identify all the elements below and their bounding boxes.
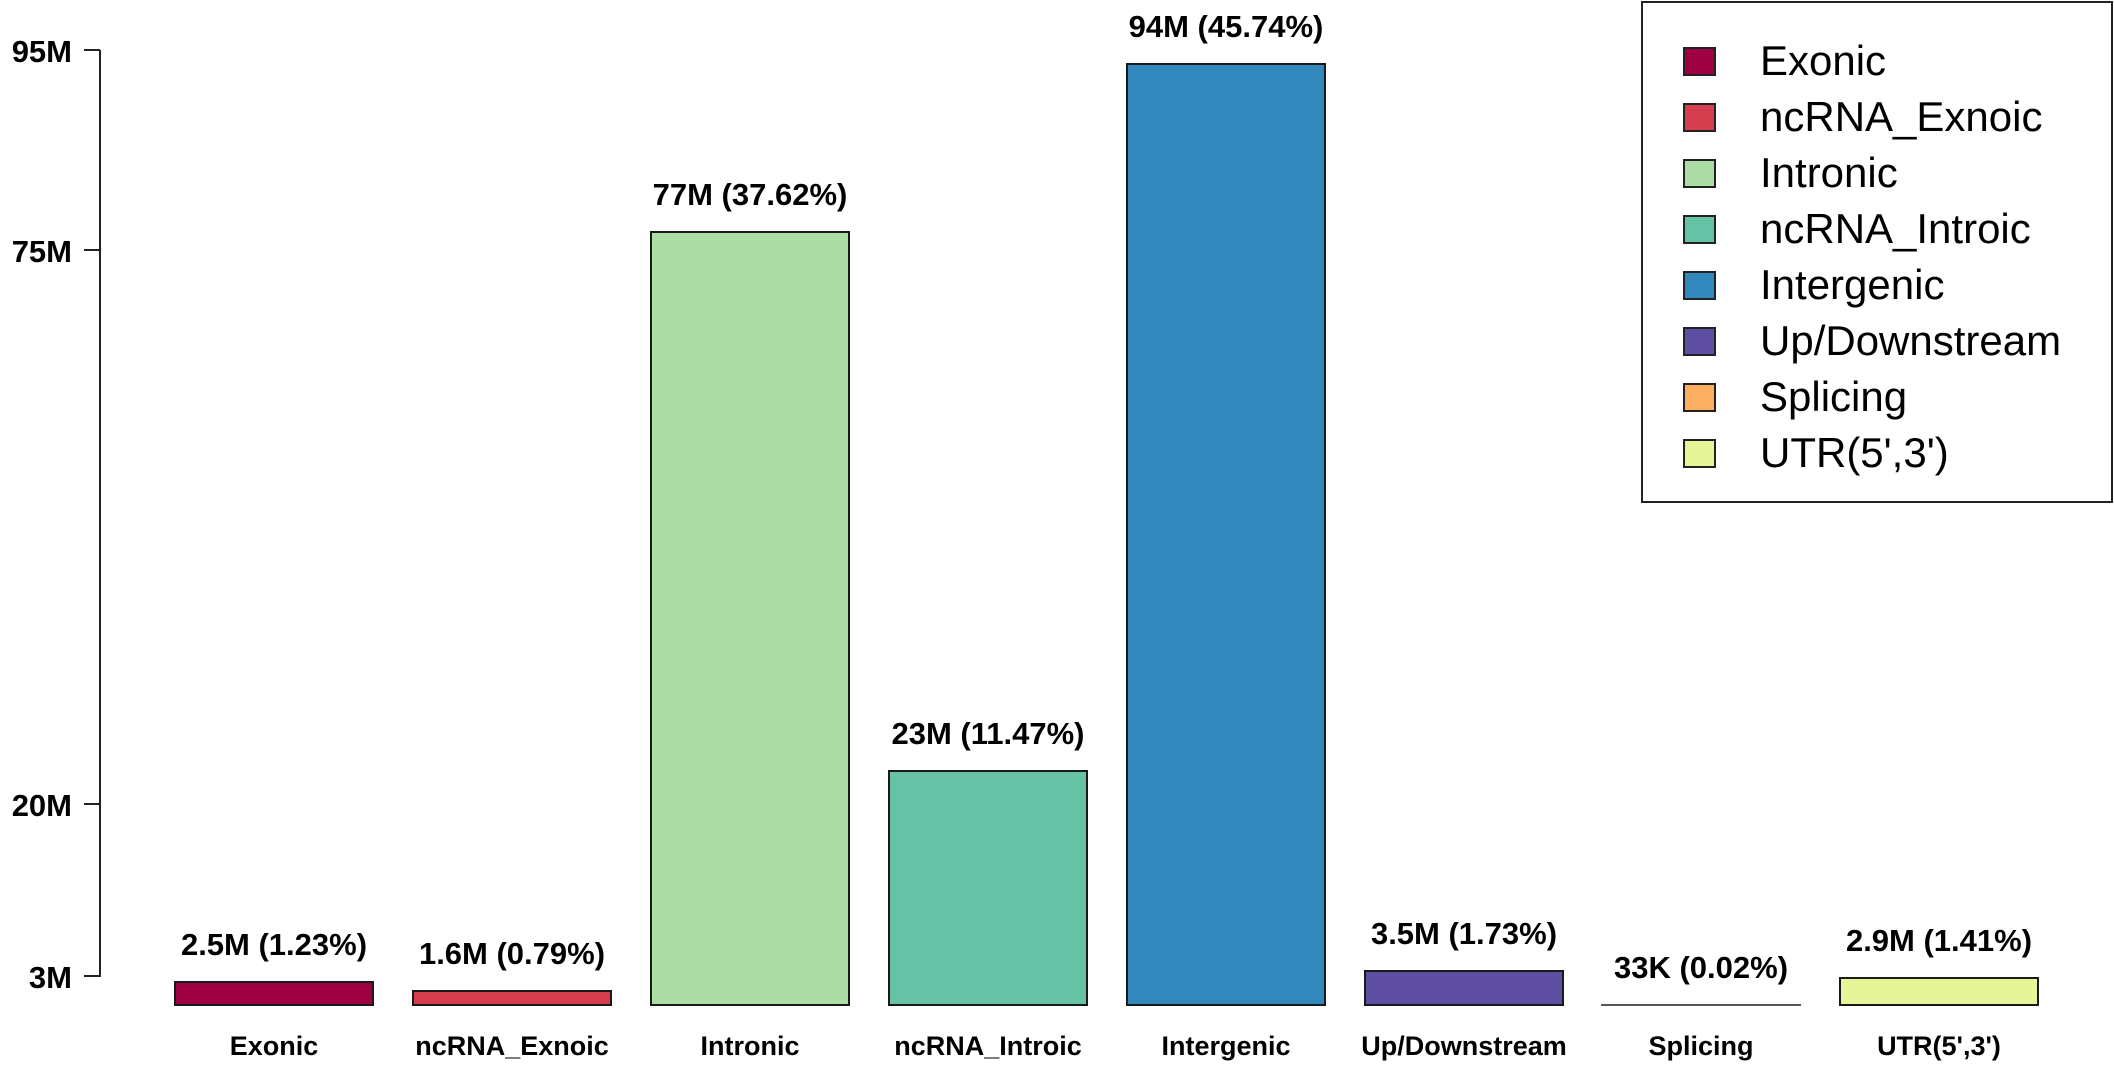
- x-tick-label: UTR(5',3'): [1877, 1031, 2001, 1061]
- bar-value-label: 1.6M (0.79%): [418, 936, 606, 971]
- legend-label: Up/Downstream: [1760, 317, 2062, 364]
- legend-swatch-icon: [1683, 102, 1716, 132]
- y-tick: [84, 803, 100, 805]
- bar-splicing: [1601, 1004, 1801, 1006]
- x-tick-label: Splicing: [1648, 1031, 1754, 1061]
- x-tick-label: Up/Downstream: [1361, 1031, 1567, 1061]
- x-tick-label: Intronic: [700, 1031, 800, 1061]
- bar-ncrna-exnoic: [412, 990, 612, 1006]
- bar-value-label: 33K (0.02%): [1613, 950, 1789, 985]
- bar-value-label: 94M (45.74%): [1128, 9, 1324, 44]
- legend-swatch-icon: [1683, 270, 1716, 300]
- y-tick-label: 75M: [11, 234, 72, 269]
- legend-item: Up/Downstream: [1683, 313, 2061, 369]
- legend-label: UTR(5',3'): [1760, 429, 1949, 476]
- bar-value-label: 77M (37.62%): [652, 177, 848, 212]
- x-tick-label: Exonic: [229, 1031, 319, 1061]
- x-tick-label: ncRNA_Exnoic: [415, 1031, 609, 1061]
- bar-value-label: 3.5M (1.73%): [1370, 916, 1558, 951]
- y-tick-label: 95M: [11, 34, 72, 69]
- y-axis-line: [99, 50, 101, 977]
- legend-item: ncRNA_Introic: [1683, 201, 2031, 257]
- legend-label: Splicing: [1760, 373, 1908, 420]
- y-tick: [84, 49, 100, 51]
- y-tick: [84, 975, 100, 977]
- bar-utr-5-3: [1839, 977, 2039, 1006]
- legend-item: ncRNA_Exnoic: [1683, 89, 2042, 145]
- legend-label: Intronic: [1760, 149, 1898, 196]
- legend-label: Intergenic: [1760, 261, 1945, 308]
- y-tick: [84, 249, 100, 251]
- legend-item: Splicing: [1683, 369, 1907, 425]
- bar-value-label: 2.9M (1.41%): [1845, 923, 2033, 958]
- y-tick-label: 3M: [28, 960, 72, 995]
- legend-swatch-icon: [1683, 158, 1716, 188]
- bar-up-downstream: [1364, 970, 1564, 1006]
- legend-item: Intronic: [1683, 145, 1898, 201]
- bar-intergenic: [1126, 63, 1326, 1006]
- legend-swatch-icon: [1683, 46, 1716, 76]
- legend-swatch-icon: [1683, 214, 1716, 244]
- x-tick-label: Intergenic: [1161, 1031, 1291, 1061]
- legend-swatch-icon: [1683, 382, 1716, 412]
- legend-label: Exonic: [1760, 37, 1887, 84]
- x-tick-label: ncRNA_Introic: [894, 1031, 1082, 1061]
- legend-swatch-icon: [1683, 326, 1716, 356]
- legend-label: ncRNA_Exnoic: [1760, 93, 2043, 140]
- bar-intronic: [650, 231, 850, 1006]
- bar-exonic: [174, 981, 374, 1006]
- bar-ncrna-introic: [888, 770, 1088, 1006]
- legend-item: Exonic: [1683, 33, 1886, 89]
- legend-item: Intergenic: [1683, 257, 1944, 313]
- legend-label: ncRNA_Introic: [1760, 205, 2031, 252]
- legend: Exonic ncRNA_Exnoic Intronic ncRNA_Introic I…: [1641, 1, 2113, 503]
- y-tick-label: 20M: [11, 788, 72, 823]
- bar-value-label: 23M (11.47%): [891, 716, 1085, 751]
- legend-item: UTR(5',3'): [1683, 425, 1949, 481]
- bar-value-label: 2.5M (1.23%): [180, 927, 368, 962]
- legend-swatch-icon: [1683, 438, 1716, 468]
